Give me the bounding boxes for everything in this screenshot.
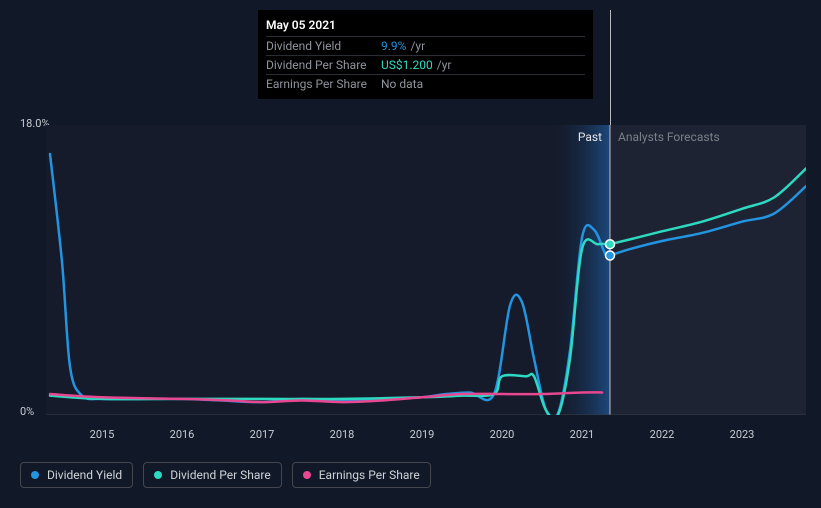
chart-plot: Past Analysts Forecasts bbox=[46, 125, 806, 415]
x-tick: 2021 bbox=[570, 428, 595, 441]
tooltip-row: Dividend Per ShareUS$1.200/yr bbox=[266, 55, 585, 74]
tooltip-value: No data bbox=[381, 77, 423, 91]
legend-label: Earnings Per Share bbox=[319, 468, 420, 482]
tooltip-label: Dividend Yield bbox=[266, 39, 381, 53]
x-tick: 2019 bbox=[410, 428, 435, 441]
forecasts-label: Analysts Forecasts bbox=[618, 130, 720, 144]
tooltip-unit: /yr bbox=[437, 58, 452, 72]
tooltip-value: US$1.200 bbox=[381, 58, 433, 72]
x-tick: 2017 bbox=[250, 428, 275, 441]
tooltip-value: 9.9% bbox=[381, 39, 406, 53]
marker-line bbox=[610, 10, 611, 125]
x-tick: 2020 bbox=[490, 428, 515, 441]
tooltip-unit: /yr bbox=[410, 39, 425, 53]
y-tick-bottom: 0% bbox=[20, 405, 34, 418]
legend-item[interactable]: Earnings Per Share bbox=[292, 462, 431, 488]
legend-dot bbox=[303, 471, 311, 479]
legend: Dividend Yield Dividend Per Share Earnings… bbox=[20, 462, 431, 488]
tooltip: May 05 2021 Dividend Yield9.9%/yrDividen… bbox=[258, 10, 593, 99]
chart: 18.0% 0% PastAnalysts Forecasts 20152016… bbox=[20, 105, 806, 441]
x-tick: 2018 bbox=[330, 428, 355, 441]
x-tick: 2022 bbox=[650, 428, 675, 441]
past-label: Past bbox=[578, 130, 602, 144]
legend-item[interactable]: Dividend Yield bbox=[20, 462, 133, 488]
legend-dot bbox=[31, 471, 39, 479]
tooltip-date: May 05 2021 bbox=[266, 14, 585, 36]
x-tick: 2015 bbox=[90, 428, 115, 441]
tooltip-label: Dividend Per Share bbox=[266, 58, 381, 72]
tooltip-row: Dividend Yield9.9% /yr bbox=[266, 36, 585, 55]
legend-item[interactable]: Dividend Per Share bbox=[143, 462, 282, 488]
legend-dot bbox=[154, 471, 162, 479]
tooltip-row: Earnings Per ShareNo data bbox=[266, 74, 585, 93]
tooltip-label: Earnings Per Share bbox=[266, 77, 381, 91]
x-tick: 2023 bbox=[730, 428, 755, 441]
legend-label: Dividend Yield bbox=[47, 468, 122, 482]
legend-label: Dividend Per Share bbox=[170, 468, 271, 482]
x-tick: 2016 bbox=[170, 428, 195, 441]
